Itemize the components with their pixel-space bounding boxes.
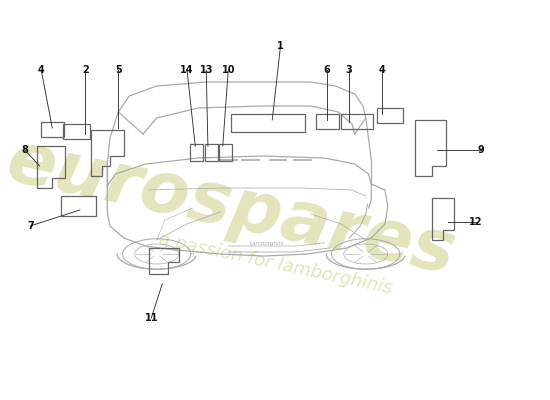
Text: 9: 9 xyxy=(478,145,485,155)
Bar xyxy=(341,114,373,129)
Text: eurospares: eurospares xyxy=(1,127,461,289)
Text: Lamborghini: Lamborghini xyxy=(250,241,284,246)
Text: 5: 5 xyxy=(115,65,122,75)
Bar xyxy=(190,144,203,161)
Text: 13: 13 xyxy=(200,65,213,75)
Text: 14: 14 xyxy=(180,65,194,75)
Bar xyxy=(60,196,96,216)
Text: 6: 6 xyxy=(324,65,331,75)
Bar xyxy=(231,114,305,132)
Bar xyxy=(205,144,218,161)
Text: 4: 4 xyxy=(38,65,45,75)
Bar xyxy=(41,122,64,137)
Text: 10: 10 xyxy=(222,65,235,75)
Text: 7: 7 xyxy=(27,221,34,231)
Text: 2: 2 xyxy=(82,65,89,75)
Text: 12: 12 xyxy=(469,217,482,227)
Bar xyxy=(377,108,403,123)
Text: 3: 3 xyxy=(346,65,353,75)
Bar xyxy=(316,114,339,129)
Text: 4: 4 xyxy=(379,65,386,75)
Text: 11: 11 xyxy=(145,313,158,323)
Text: 8: 8 xyxy=(21,145,28,155)
Text: 1: 1 xyxy=(277,41,284,51)
Bar xyxy=(63,124,90,139)
Text: a passion for lamborghinis: a passion for lamborghinis xyxy=(157,230,393,298)
Bar xyxy=(219,144,232,161)
